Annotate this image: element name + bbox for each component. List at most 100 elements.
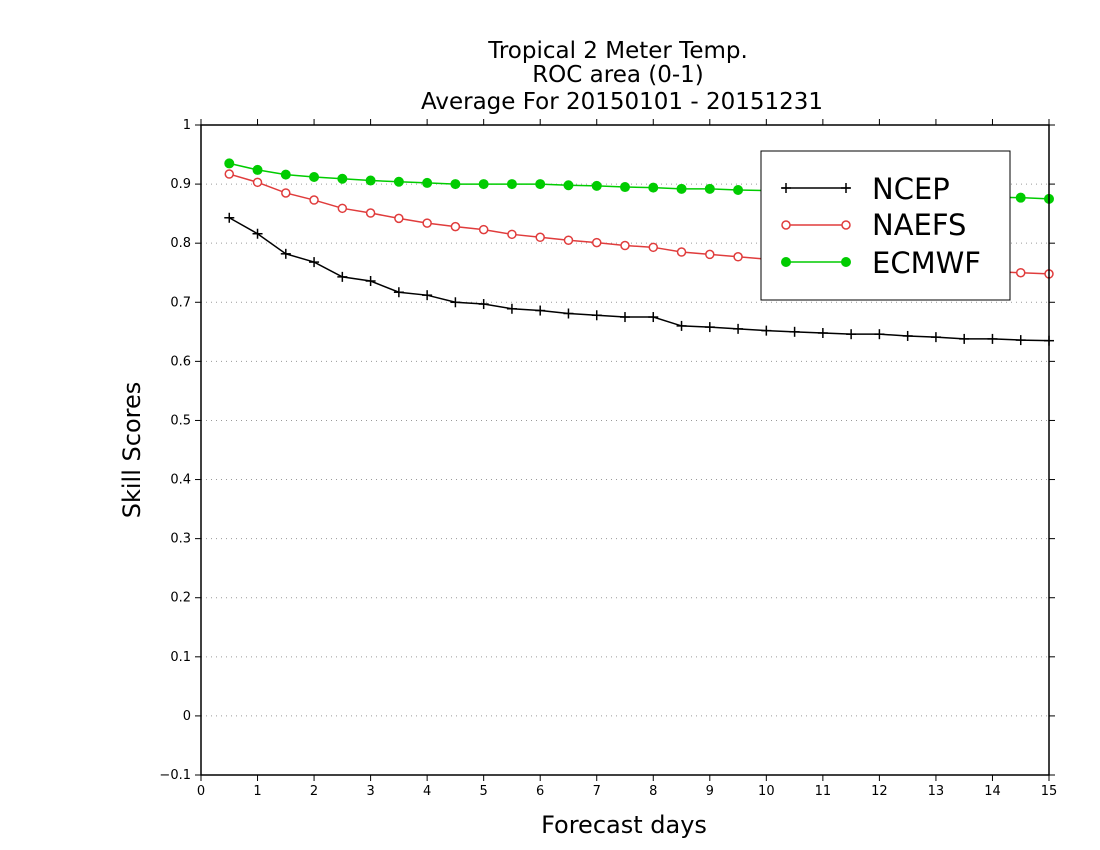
data-point-ecmwf (309, 172, 320, 182)
data-point-ecmwf (1015, 192, 1026, 203)
y-tick-label: 0.4 (170, 473, 191, 488)
data-point-naefs (591, 237, 602, 248)
data-point-naefs (648, 242, 659, 253)
x-tick-label: 12 (871, 784, 888, 799)
data-point-ncep (309, 257, 320, 268)
data-point-ncep (959, 333, 970, 344)
data-point-ncep (591, 310, 602, 321)
data-point-ncep (874, 329, 885, 340)
y-tick-label: 0.6 (170, 354, 191, 369)
y-tick-label: 0.8 (170, 236, 191, 251)
data-point-naefs (422, 218, 432, 228)
data-point-naefs (478, 224, 489, 235)
data-point-ecmwf (676, 183, 687, 194)
data-point-ecmwf (733, 185, 744, 195)
legend-label-naefs: NAEFS (872, 208, 966, 242)
x-tick-label: 6 (536, 784, 544, 799)
chart-title-line-2: ROC area (0-1) (532, 62, 704, 88)
data-point-naefs (1015, 267, 1026, 278)
data-point-ecmwf (506, 179, 517, 190)
x-tick-label: 5 (480, 784, 488, 799)
x-tick-label: 1 (253, 784, 261, 799)
data-point-ncep (987, 333, 998, 344)
x-tick-label: 10 (758, 784, 775, 799)
x-tick-label: 8 (649, 784, 657, 799)
legend-marker-ncep (841, 183, 851, 193)
data-point-ncep (930, 332, 941, 343)
data-point-ecmwf (535, 179, 546, 190)
legend-marker-ecmwf (781, 257, 791, 267)
data-point-ncep (902, 330, 913, 341)
legend-marker-naefs (841, 220, 851, 230)
data-point-naefs (309, 195, 319, 205)
data-point-ecmwf (450, 179, 461, 190)
data-point-naefs (252, 177, 263, 188)
x-tick-label: 4 (423, 784, 431, 799)
data-point-naefs (620, 240, 630, 251)
x-tick-label: 14 (984, 784, 1001, 799)
data-point-ncep (563, 308, 574, 319)
data-point-ncep (422, 290, 433, 301)
data-point-ecmwf (224, 158, 235, 169)
data-point-naefs (705, 249, 715, 260)
data-point-ecmwf (337, 173, 348, 184)
series-ncep (224, 212, 1054, 346)
y-tick-label: 0.7 (170, 295, 191, 310)
legend-label-ncep: NCEP (872, 172, 950, 206)
data-point-ncep (280, 248, 291, 259)
data-point-ncep (450, 297, 461, 308)
data-point-ncep (506, 303, 517, 314)
x-tick-label: 2 (310, 784, 318, 799)
legend-label-ecmwf: ECMWF (872, 246, 981, 280)
data-point-ecmwf (620, 182, 630, 193)
y-tick-label: 0.5 (170, 413, 191, 428)
data-point-naefs (394, 213, 404, 224)
data-point-ecmwf (648, 182, 659, 193)
data-point-ncep (761, 325, 772, 336)
y-tick-label: 1 (183, 118, 191, 133)
data-point-ecmwf (393, 176, 404, 187)
data-point-naefs (450, 221, 461, 232)
data-point-ecmwf (478, 179, 489, 190)
data-point-ecmwf (704, 183, 715, 194)
x-tick-label: 11 (815, 784, 832, 799)
data-point-ncep (704, 322, 715, 333)
data-point-ncep (224, 212, 235, 223)
y-tick-label: 0.2 (170, 591, 191, 606)
x-tick-label: 7 (593, 784, 601, 799)
chart-title-line-3: Average For 20150101 - 20151231 (421, 89, 823, 115)
data-point-ncep (252, 228, 263, 239)
y-tick-label: 0 (183, 709, 191, 724)
legend-marker-ecmwf (841, 257, 851, 267)
data-point-ecmwf (422, 177, 433, 188)
data-point-naefs (676, 247, 687, 257)
plot-frame (200, 124, 1050, 776)
x-tick-label: 15 (1041, 784, 1058, 799)
data-point-ecmwf (252, 164, 263, 175)
chart-title-line-1: Tropical 2 Meter Temp. (487, 38, 748, 64)
data-point-ncep (620, 312, 630, 323)
data-point-ncep (535, 305, 546, 316)
y-tick-label: 0.3 (170, 532, 191, 547)
data-point-naefs (224, 169, 235, 179)
data-point-ncep (365, 276, 376, 286)
x-tick-label: 13 (928, 784, 945, 799)
data-point-ecmwf (591, 180, 602, 191)
data-point-ncep (817, 328, 828, 338)
axis-ticks: −0.100.10.20.30.40.50.60.70.80.910 1 2 3 4 5 6… (159, 118, 1057, 799)
data-point-ncep (789, 326, 800, 337)
data-point-ncep (733, 323, 744, 334)
data-point-ncep (846, 329, 857, 340)
y-tick-label: 0.9 (170, 177, 191, 192)
data-point-ncep (676, 320, 687, 331)
data-point-ecmwf (280, 169, 291, 180)
data-point-naefs (733, 252, 743, 262)
data-point-ncep (393, 287, 404, 298)
data-point-naefs (535, 232, 545, 243)
data-point-ncep (337, 271, 348, 282)
y-tick-label: 0.1 (170, 650, 191, 665)
data-point-ncep (478, 299, 489, 310)
